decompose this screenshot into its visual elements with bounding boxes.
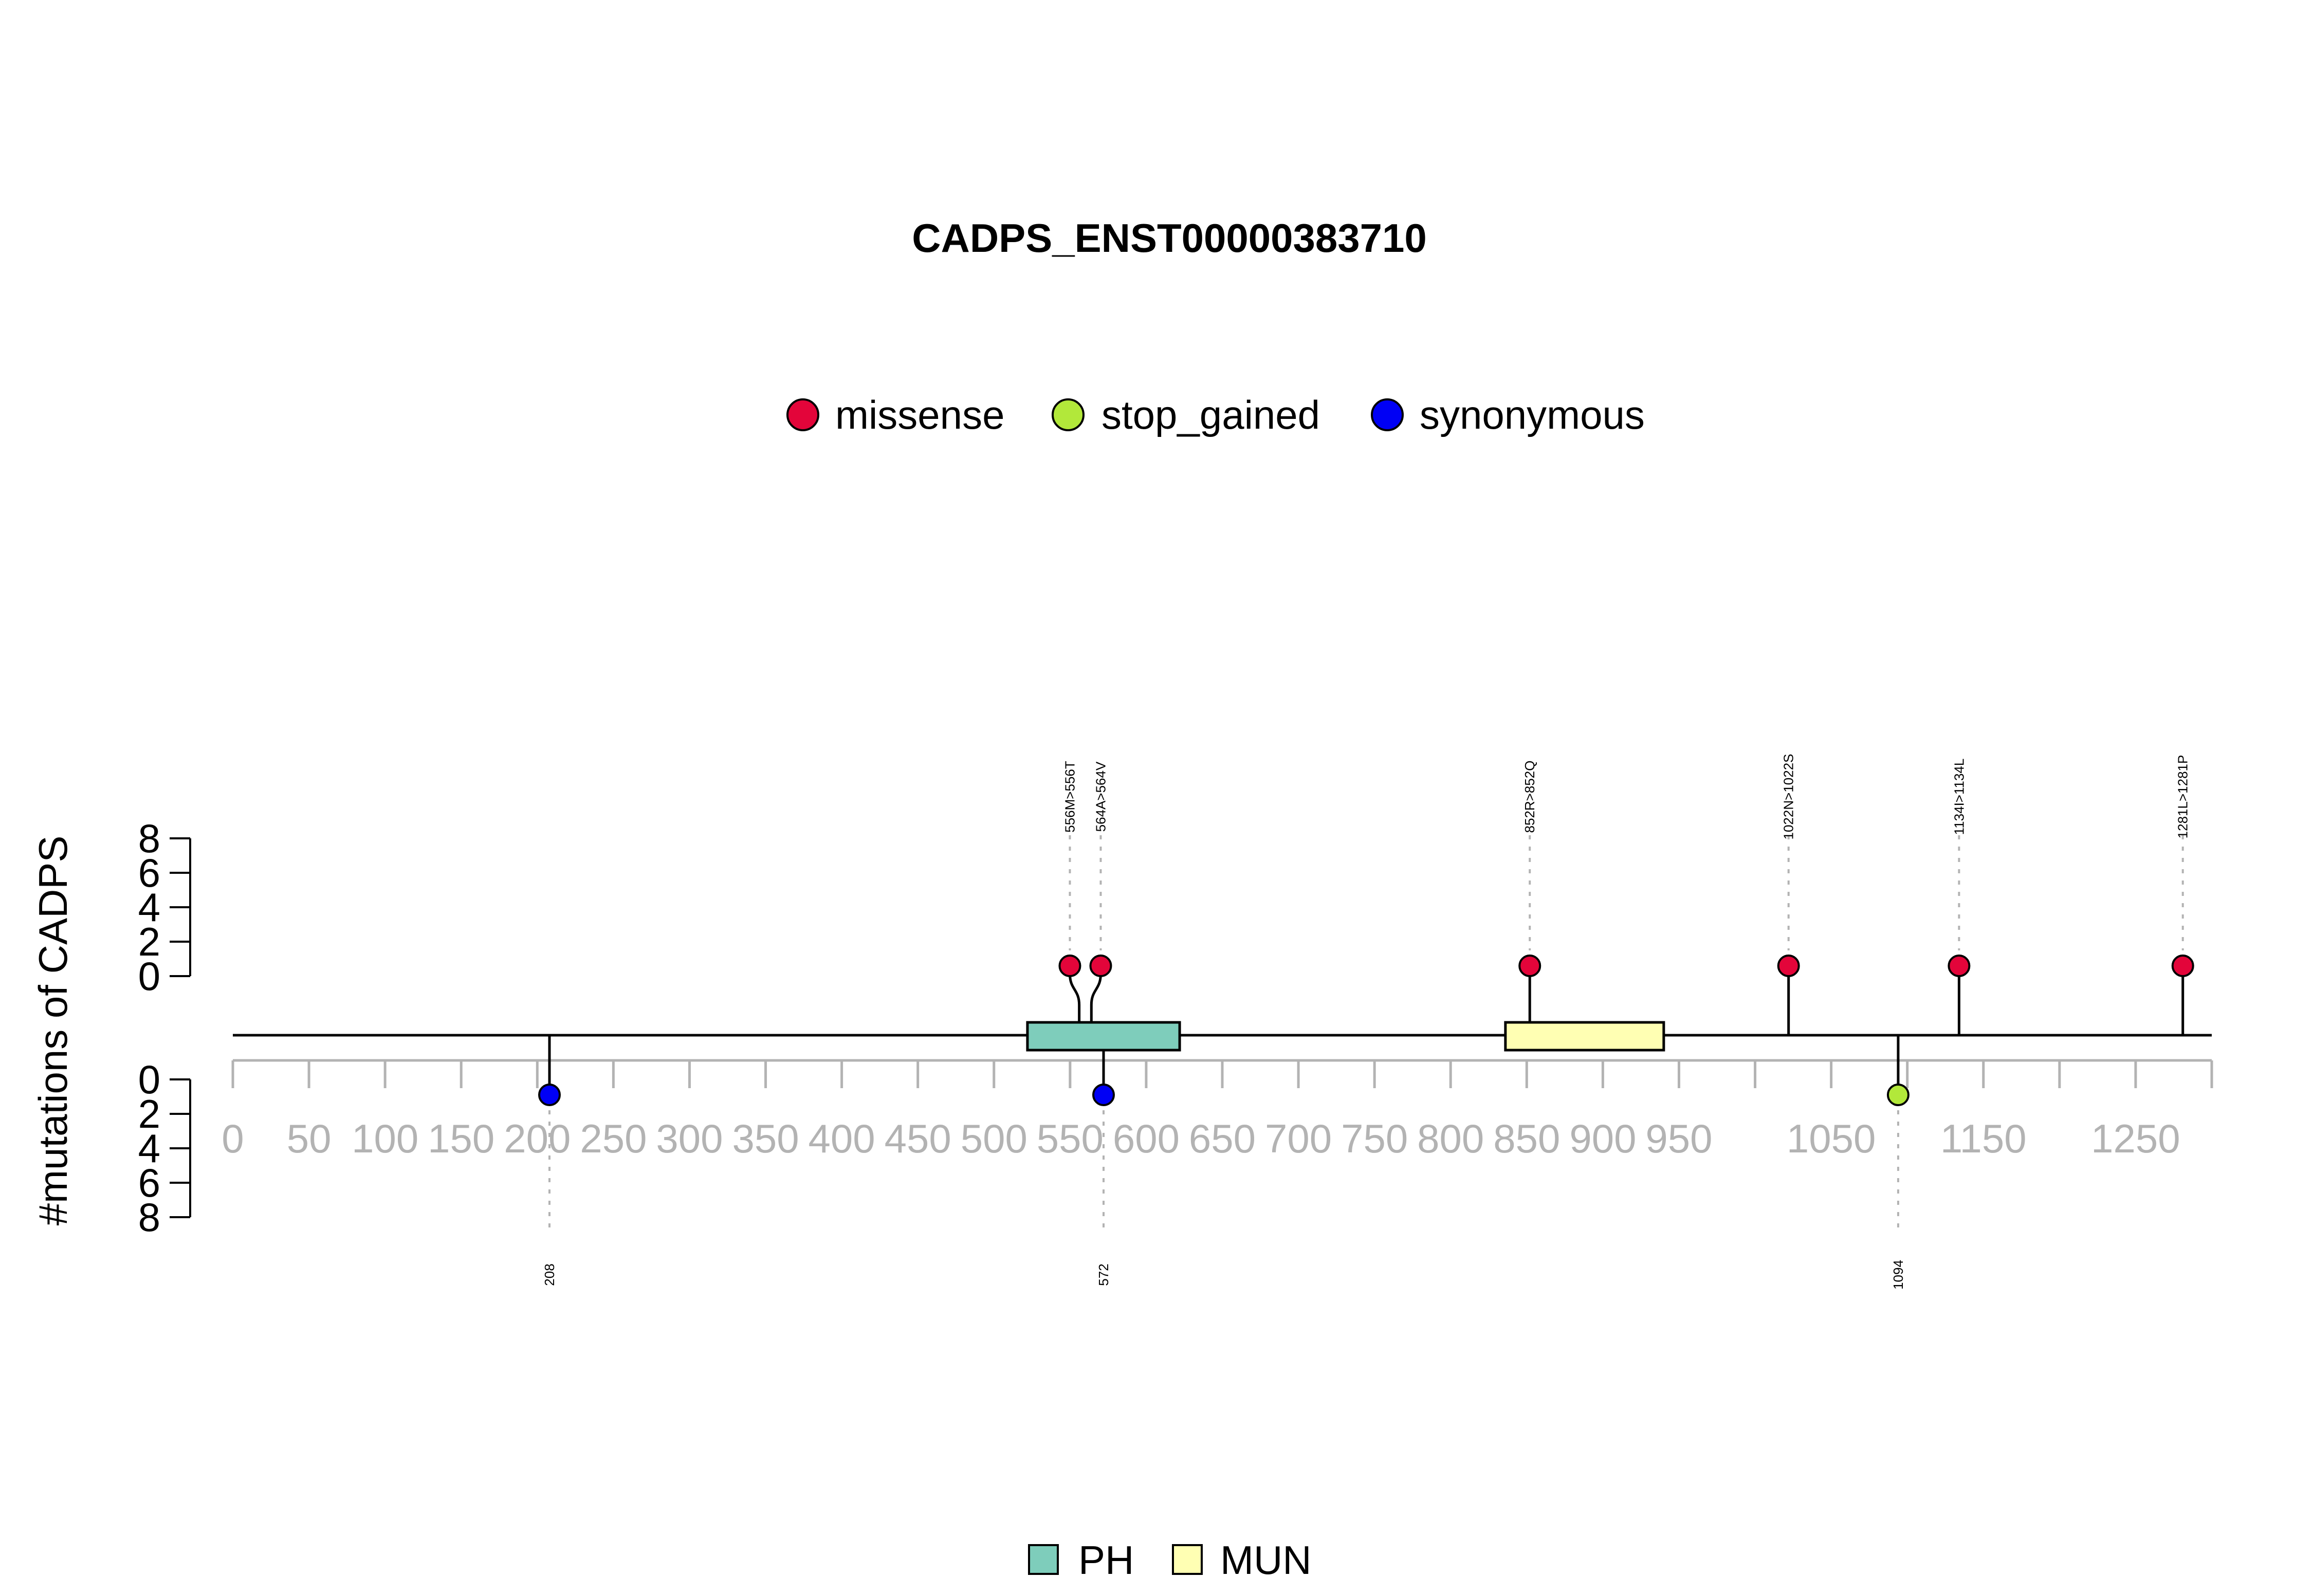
mutation-label: 1134I>1134L	[1951, 759, 1967, 835]
x-tick-label: 250	[580, 1116, 647, 1161]
mutation-point-missense	[2171, 955, 2194, 977]
mutation-labels: 556M>556T 564A>564V 852R>852Q 1022N>1022S 11…	[542, 754, 2191, 1290]
mutation-point-stop_gained	[1886, 1084, 1910, 1106]
x-tick-label: 750	[1341, 1116, 1408, 1161]
mutation-points	[538, 955, 2194, 1106]
legend-marker-missense	[786, 398, 819, 431]
domain-PH	[1026, 1021, 1181, 1052]
mutation-point-missense	[1089, 955, 1112, 977]
y-tick-label-upper: 6	[138, 850, 160, 895]
mutation-label: 564A>564V	[1093, 761, 1108, 832]
x-tick-label: 650	[1189, 1116, 1256, 1161]
y-tick-label-upper: 2	[138, 919, 160, 964]
mutation-point-synonymous	[538, 1084, 561, 1106]
x-tick-label: 50	[287, 1116, 332, 1161]
mutation-label: 852R>852Q	[1522, 761, 1537, 833]
y-tick-label-upper: 0	[138, 953, 160, 999]
x-tick-label: 1050	[1787, 1116, 1876, 1161]
legend-marker-synonymous	[1371, 398, 1404, 431]
mutation-point-synonymous	[1092, 1084, 1115, 1106]
y-tick-label-lower: 4	[138, 1126, 160, 1171]
mutation-label: 572	[1096, 1263, 1111, 1286]
mutation-label: 556M>556T	[1062, 761, 1077, 833]
mutation-point-missense	[1058, 955, 1081, 977]
mutation-stems	[548, 966, 2184, 1095]
chart-title: CADPS_ENST00000383710	[912, 215, 1427, 261]
x-tick-label: 100	[352, 1116, 418, 1161]
x-tick-label: 800	[1417, 1116, 1484, 1161]
legend-label-missense: missense	[835, 392, 1004, 437]
mutation-label: 1022N>1022S	[1781, 754, 1796, 840]
x-tick-label: 600	[1113, 1116, 1180, 1161]
protein-domains	[1026, 1021, 1665, 1052]
domain-legend-label-MUN: MUN	[1220, 1537, 1312, 1583]
x-tick-label: 350	[732, 1116, 799, 1161]
legend-marker-stop_gained	[1052, 398, 1085, 431]
mutation-label: 1281L>1281P	[2175, 755, 2191, 839]
domain-legend-label-PH: PH	[1078, 1537, 1134, 1583]
x-tick-label: 0	[222, 1116, 244, 1161]
domain-MUN	[1504, 1021, 1665, 1052]
x-tick-label: 150	[428, 1116, 494, 1161]
y-tick-label-upper: 8	[138, 816, 160, 861]
mutation-label: 208	[542, 1263, 557, 1286]
x-tick-label: 700	[1265, 1116, 1332, 1161]
domain-legend-box-MUN	[1172, 1544, 1203, 1575]
y-tick-label-lower: 0	[138, 1057, 160, 1102]
mutation-point-missense	[1948, 955, 1971, 977]
domain-legend: PH MUN	[1028, 1537, 1312, 1583]
domain-legend-box-PH	[1028, 1544, 1059, 1575]
mutation-label: 1094	[1890, 1260, 1906, 1290]
legend-label-synonymous: synonymous	[1420, 392, 1645, 437]
x-tick-label: 200	[504, 1116, 571, 1161]
x-tick-label: 550	[1037, 1116, 1104, 1161]
x-tick-label: 1250	[2091, 1116, 2180, 1161]
x-tick-label: 300	[656, 1116, 723, 1161]
mutation-guide-lines	[548, 835, 2184, 1234]
y-tick-label-upper: 4	[138, 885, 160, 930]
x-tick-label: 950	[1645, 1116, 1712, 1161]
y-axis-label: #mutations of CADPS	[30, 836, 76, 1226]
mutation-point-missense	[1777, 955, 1800, 977]
type-legend: missense stop_gained synonymous	[786, 392, 1645, 437]
y-tick-label-lower: 6	[138, 1160, 160, 1205]
x-tick-label: 500	[961, 1116, 1027, 1161]
x-tick-label: 850	[1493, 1116, 1560, 1161]
y-tick-label-lower: 8	[138, 1195, 160, 1240]
x-tick-label: 1150	[1940, 1116, 2027, 1161]
x-axis: 0 50 100 150 200 250 300 350 400 450 500 550 600 650 7…	[222, 1059, 2213, 1161]
x-tick-label: 900	[1569, 1116, 1636, 1161]
legend-label-stop_gained: stop_gained	[1102, 392, 1320, 437]
x-tick-label: 400	[809, 1116, 875, 1161]
y-tick-label-lower: 2	[138, 1091, 160, 1136]
x-tick-label: 450	[885, 1116, 951, 1161]
mutation-point-missense	[1518, 955, 1541, 977]
